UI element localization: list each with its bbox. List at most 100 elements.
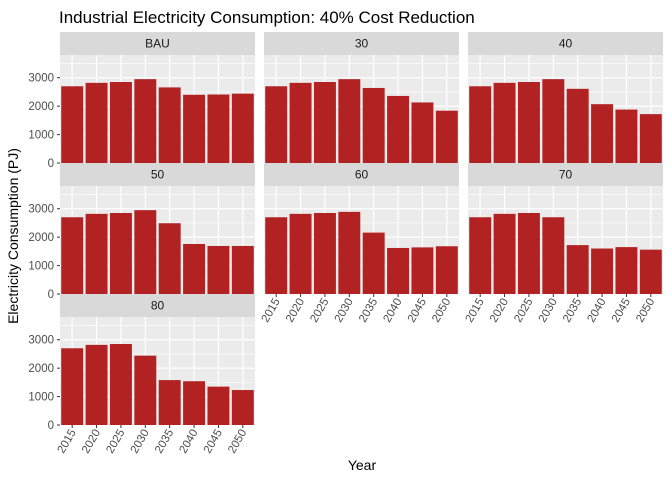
facet-panel-70: 70 2015 2020 2025 2030 2035 2040 2045 2050: [464, 163, 663, 325]
facet-panel-60: 60 2015 2020 2025 2030 2035 2040 2045 2050: [260, 163, 459, 325]
x-tick-label: 2035: [561, 297, 584, 325]
bar-2035: [566, 245, 589, 294]
bar-2030: [338, 79, 361, 163]
x-tick-label: 2020: [284, 297, 307, 325]
y-tick-label: 2000: [28, 363, 54, 375]
facet-strip-label: 50: [151, 168, 165, 182]
bar-2050: [231, 390, 254, 425]
facet-strip-label: 80: [151, 299, 165, 313]
bar-2020: [289, 82, 312, 163]
bar-2045: [615, 247, 638, 294]
x-tick-label: 2045: [406, 297, 429, 325]
y-axis-title: Electricity Consumption (PJ): [5, 148, 21, 324]
x-tick-label: 2015: [56, 428, 79, 456]
y-tick-label: 1000: [28, 130, 54, 142]
bar-2015: [265, 86, 288, 163]
bar-2020: [85, 213, 108, 294]
facet-panels: BAU 0 1000 2000 3000 30 40 50 0 1000 2000 3000 60 201…: [28, 32, 663, 456]
bar-2015: [61, 217, 84, 294]
bar-2015: [469, 86, 492, 163]
y-tick-label: 3000: [28, 204, 54, 216]
y-tick-label: 2000: [28, 232, 54, 244]
x-tick-label: 2025: [512, 297, 535, 325]
x-tick-label: 2015: [260, 297, 283, 325]
x-tick-label: 2030: [129, 428, 152, 456]
x-tick-label: 2050: [226, 428, 249, 456]
bar-2050: [231, 93, 254, 163]
facet-strip: [60, 294, 255, 317]
y-tick-label: 1000: [28, 261, 54, 273]
bar-2050: [231, 245, 254, 294]
x-tick-label: 2025: [104, 428, 127, 456]
bar-2040: [183, 94, 206, 163]
bar-2050: [639, 249, 662, 294]
bar-2050: [639, 114, 662, 163]
bar-2035: [362, 232, 385, 294]
bar-2030: [542, 217, 565, 294]
bar-2015: [61, 86, 84, 163]
bar-2045: [615, 109, 638, 163]
facet-panel-30: 30: [264, 32, 459, 164]
facet-strip: [60, 163, 255, 186]
x-tick-label: 2040: [177, 428, 200, 456]
bar-2035: [362, 87, 385, 163]
bar-2035: [158, 87, 181, 163]
bar-2040: [591, 104, 614, 163]
facet-panel-bau: BAU 0 1000 2000 3000: [28, 32, 255, 170]
facet-strip-label: 60: [355, 168, 369, 182]
bar-2020: [289, 213, 312, 294]
bar-2020: [493, 213, 516, 294]
x-tick-label: 2040: [381, 297, 404, 325]
y-tick-label: 0: [48, 420, 54, 432]
bar-2035: [566, 88, 589, 163]
facet-strip-label: 40: [559, 37, 573, 51]
facet-strip: [264, 32, 459, 55]
bar-2040: [183, 243, 206, 294]
bar-2035: [158, 223, 181, 294]
bar-2020: [493, 82, 516, 163]
x-tick-label: 2020: [80, 428, 103, 456]
x-tick-label: 2030: [537, 297, 560, 325]
bar-2045: [207, 94, 230, 163]
bar-2035: [158, 380, 181, 425]
bar-2045: [411, 247, 434, 294]
bar-2030: [338, 211, 361, 294]
y-tick-label: 3000: [28, 335, 54, 347]
x-axis-title: Year: [348, 457, 377, 473]
facet-strip: [468, 32, 663, 55]
bar-2025: [109, 213, 132, 294]
bar-2030: [542, 79, 565, 163]
bar-2025: [517, 82, 540, 163]
bar-2015: [61, 348, 84, 425]
facet-panel-40: 40: [468, 32, 663, 164]
y-tick-label: 0: [48, 289, 54, 301]
x-tick-label: 2025: [308, 297, 331, 325]
chart-title: Industrial Electricity Consumption: 40% …: [59, 8, 475, 27]
x-tick-label: 2035: [153, 428, 176, 456]
facet-strip: [468, 163, 663, 186]
y-tick-label: 2000: [28, 101, 54, 113]
facet-strip: [60, 32, 255, 55]
bar-2030: [134, 355, 157, 425]
bar-2030: [134, 210, 157, 294]
bar-2040: [183, 381, 206, 425]
bar-2025: [313, 82, 336, 163]
x-tick-label: 2015: [464, 297, 487, 325]
bar-2025: [109, 344, 132, 425]
bar-2050: [435, 110, 458, 163]
x-tick-label: 2020: [488, 297, 511, 325]
facet-strip: [264, 163, 459, 186]
x-tick-label: 2050: [430, 297, 453, 325]
bar-2025: [313, 213, 336, 294]
bar-2025: [517, 213, 540, 294]
y-tick-label: 0: [48, 158, 54, 170]
y-tick-label: 3000: [28, 73, 54, 85]
facet-strip-label: 30: [355, 37, 369, 51]
bar-2015: [265, 217, 288, 294]
x-tick-label: 2050: [634, 297, 657, 325]
bar-2020: [85, 344, 108, 425]
bar-2040: [387, 95, 410, 163]
